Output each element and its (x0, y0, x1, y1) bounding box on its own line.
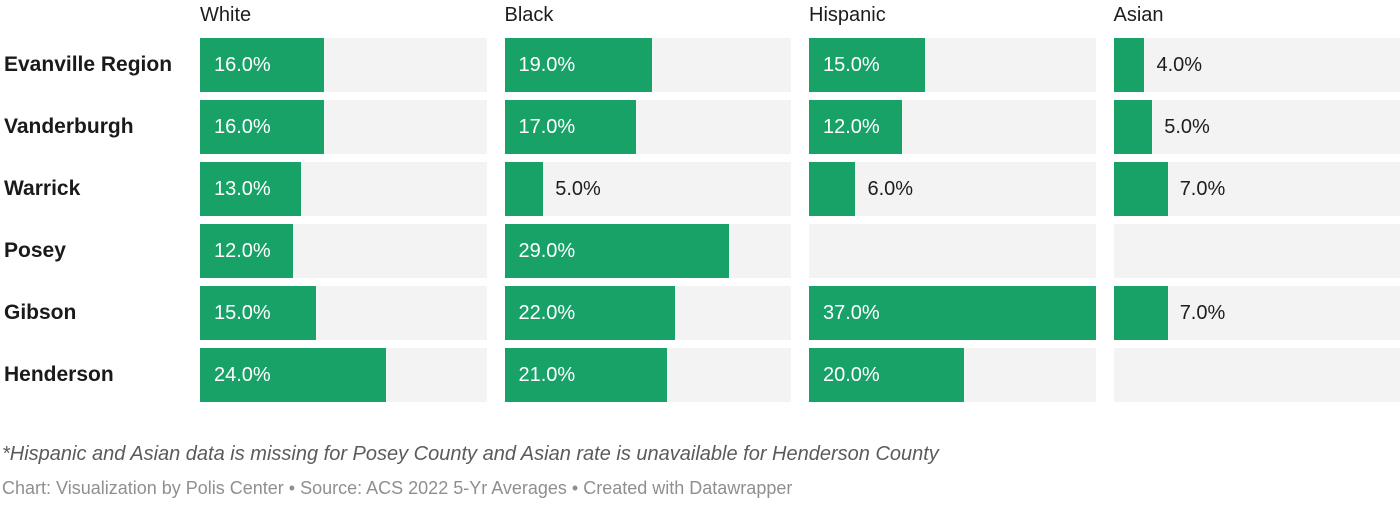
bar-value-label: 24.0% (214, 364, 271, 386)
bar-track (1113, 224, 1400, 278)
bar (1113, 286, 1168, 340)
bar-value-label: 5.0% (1164, 116, 1210, 138)
table-row: Warrick 13.0% 5.0% 6.0% 7.0% (0, 162, 1400, 216)
bar (200, 162, 301, 216)
bar-track: 13.0% (200, 162, 487, 216)
bar-track: 7.0% (1113, 162, 1400, 216)
bar-value-label: 17.0% (518, 116, 576, 138)
bar-track: 15.0% (200, 286, 487, 340)
bar-track: 15.0% (809, 38, 1096, 92)
bar-track: 17.0% (504, 100, 791, 154)
bar-value-label: 7.0% (1179, 302, 1226, 324)
bar-value-label: 21.0% (518, 364, 576, 386)
table-row: Vanderburgh 16.0% 17.0% 12.0% 5.0% (0, 100, 1400, 154)
bar (200, 224, 293, 278)
bar-track: 16.0% (200, 38, 487, 92)
bar-value-label: 12.0% (214, 240, 271, 262)
bar (504, 224, 730, 278)
bar-track: 16.0% (200, 100, 487, 154)
bar-value-label: 37.0% (823, 302, 880, 324)
bar-track: 7.0% (1113, 286, 1400, 340)
table-row: Evanville Region 16.0% 19.0% 15.0% 4.0% (0, 38, 1400, 92)
bar-value-label: 6.0% (867, 178, 914, 200)
bar-track: 22.0% (504, 286, 791, 340)
bar (200, 38, 324, 92)
bar-value-label: 20.0% (823, 364, 880, 386)
bar (504, 100, 637, 154)
table-row: Henderson 24.0% 21.0% 20.0% (0, 348, 1400, 402)
bar-track: 37.0% (809, 286, 1096, 340)
bar-track: 5.0% (1113, 100, 1400, 154)
bar (1113, 38, 1145, 92)
attribution: Chart: Visualization by Polis Center • S… (2, 478, 793, 498)
table-row: Gibson 15.0% 22.0% 37.0% 7.0% (0, 286, 1400, 340)
bar-track: 20.0% (809, 348, 1096, 402)
bar-value-label: 22.0% (518, 302, 576, 324)
bar-rows: Evanville Region 16.0% 19.0% 15.0% 4.0% Vande… (0, 38, 1400, 402)
bar-value-label: 13.0% (214, 178, 271, 200)
bar (1113, 162, 1168, 216)
bar (809, 286, 1096, 340)
bar-value-label: 4.0% (1156, 54, 1203, 76)
column-headers: White Black Hispanic Asian (0, 0, 1400, 38)
bar-track (809, 224, 1096, 278)
bar-value-label: 5.0% (555, 178, 601, 200)
footnote: *Hispanic and Asian data is missing for … (2, 443, 939, 465)
bar-track: 5.0% (504, 162, 791, 216)
bar (200, 100, 324, 154)
bar (809, 100, 902, 154)
row-label: Posey (4, 239, 66, 262)
bar-value-label: 15.0% (823, 54, 880, 76)
bar-track: 12.0% (809, 100, 1096, 154)
bar-value-label: 19.0% (518, 54, 576, 76)
bar-value-label: 29.0% (518, 240, 576, 262)
bar-value-label: 16.0% (214, 116, 271, 138)
column-header-hispanic: Hispanic (809, 4, 886, 26)
table-row: Posey 12.0% 29.0% (0, 224, 1400, 278)
bar (504, 286, 675, 340)
bar-track: 24.0% (200, 348, 487, 402)
bar (200, 348, 386, 402)
row-label: Vanderburgh (4, 115, 134, 138)
bar (200, 286, 317, 340)
row-label: Henderson (4, 363, 114, 386)
column-header-asian: Asian (1113, 4, 1164, 26)
bar-track: 6.0% (809, 162, 1096, 216)
bar (504, 38, 652, 92)
bar-value-label: 12.0% (823, 116, 880, 138)
row-label: Gibson (4, 301, 77, 324)
bar-track: 21.0% (504, 348, 791, 402)
bar-track: 12.0% (200, 224, 487, 278)
bar (809, 348, 964, 402)
row-label: Warrick (4, 177, 81, 200)
bar-track (1113, 348, 1400, 402)
column-header-white: White (200, 4, 252, 26)
bar (504, 348, 668, 402)
column-header-black: Black (504, 4, 554, 26)
bar (504, 162, 544, 216)
bar (1113, 100, 1153, 154)
bar-track: 29.0% (504, 224, 791, 278)
bar (809, 38, 926, 92)
bar-value-label: 16.0% (214, 54, 271, 76)
bar-track: 19.0% (504, 38, 791, 92)
bar (809, 162, 856, 216)
bar-value-label: 7.0% (1179, 178, 1226, 200)
bar-value-label: 15.0% (214, 302, 271, 324)
bar-track: 4.0% (1113, 38, 1400, 92)
row-label: Evanville Region (4, 53, 173, 76)
